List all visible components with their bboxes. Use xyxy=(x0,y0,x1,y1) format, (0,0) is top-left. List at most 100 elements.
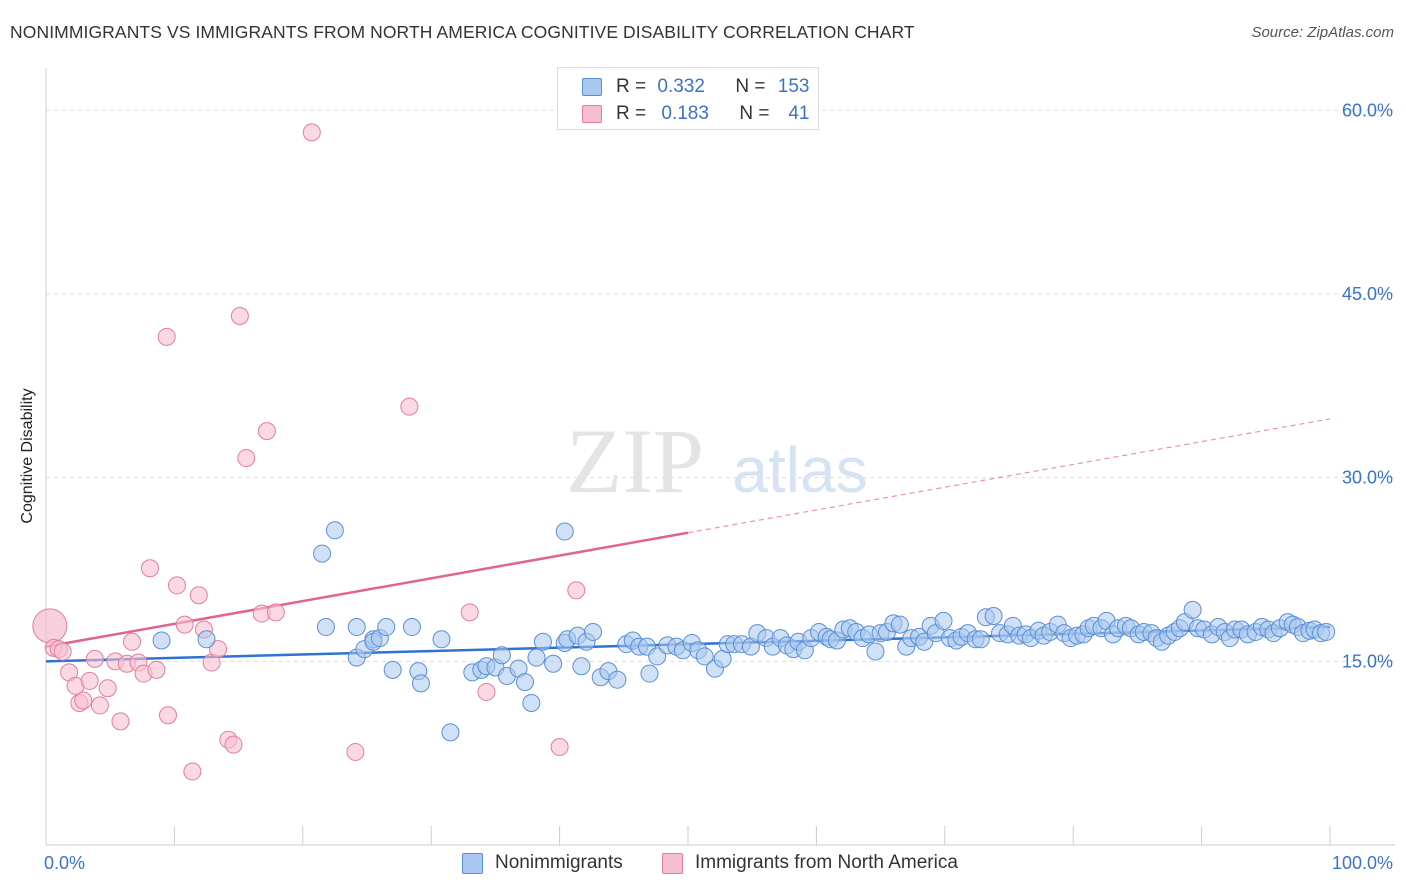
data-point-nonimmigrants xyxy=(197,630,216,649)
data-point-immigrants xyxy=(147,660,166,679)
bottom-legend-swatch-blue xyxy=(462,852,483,874)
data-point-nonimmigrants xyxy=(695,647,714,666)
data-point-immigrants xyxy=(80,671,99,690)
data-point-nonimmigrants xyxy=(1183,600,1202,619)
legend-n-value: 153 xyxy=(777,76,810,97)
bottom-legend-immigrants: Immigrants from North America xyxy=(662,852,958,874)
data-point-nonimmigrants xyxy=(347,618,366,637)
source-label: Source: ZipAtlas.com xyxy=(1251,24,1394,41)
data-point-immigrants xyxy=(567,581,586,600)
data-point-immigrants xyxy=(237,449,256,468)
data-point-immigrants xyxy=(224,735,243,754)
data-point-nonimmigrants xyxy=(402,618,421,637)
data-point-nonimmigrants xyxy=(441,723,460,742)
data-point-immigrants xyxy=(158,706,177,725)
data-point-immigrants xyxy=(157,327,176,346)
legend-swatch-blue xyxy=(582,78,602,96)
data-point-immigrants xyxy=(123,632,142,651)
data-point-nonimmigrants xyxy=(411,674,430,693)
data-point-nonimmigrants xyxy=(866,642,885,661)
y-axis-label: Cognitive Disability xyxy=(19,388,36,524)
data-point-nonimmigrants xyxy=(515,673,534,692)
data-point-nonimmigrants xyxy=(377,618,396,637)
data-point-immigrants xyxy=(53,642,72,661)
data-point-nonimmigrants xyxy=(492,646,511,665)
y-tick-label: 60.0% xyxy=(1342,100,1393,120)
y-tick-label: 45.0% xyxy=(1342,284,1393,304)
data-point-nonimmigrants xyxy=(316,618,335,637)
data-point-immigrants xyxy=(230,307,249,326)
data-point-nonimmigrants xyxy=(890,615,909,634)
data-point-immigrants xyxy=(257,422,276,441)
data-point-immigrants xyxy=(167,576,186,595)
bottom-legend-label: Nonimmigrants xyxy=(495,852,623,873)
correlation-legend: R = 0.332 N = 153 R = 0.183 N = 41 xyxy=(557,67,819,130)
chart-title: NONIMMIGRANTS VS IMMIGRANTS FROM NORTH A… xyxy=(10,22,915,42)
x-tick-label-min: 0.0% xyxy=(44,853,85,873)
trend-line-immigrants xyxy=(45,531,689,648)
data-point-immigrants xyxy=(346,742,365,761)
data-point-immigrants xyxy=(460,603,479,622)
data-point-immigrants xyxy=(98,679,117,698)
data-point-immigrants xyxy=(183,762,202,781)
legend-n-label: N = xyxy=(735,76,766,97)
data-point-immigrants xyxy=(209,640,228,659)
data-point-nonimmigrants xyxy=(313,544,332,563)
y-tick-label: 15.0% xyxy=(1342,651,1393,671)
bottom-legend-nonimmigrants: Nonimmigrants xyxy=(462,852,623,874)
data-point-immigrants xyxy=(266,603,285,622)
data-point-nonimmigrants xyxy=(555,522,574,541)
data-point-nonimmigrants xyxy=(1317,622,1336,641)
data-point-immigrants xyxy=(74,691,93,710)
data-point-nonimmigrants xyxy=(608,670,627,689)
legend-r-label: R = xyxy=(616,76,647,97)
data-point-nonimmigrants xyxy=(152,631,171,650)
legend-row-nonimmigrants: R = 0.332 N = 153 xyxy=(582,75,810,99)
data-point-immigrants-cluster xyxy=(32,608,68,644)
data-point-immigrants xyxy=(550,738,569,757)
data-point-nonimmigrants xyxy=(583,622,602,641)
data-point-nonimmigrants xyxy=(984,607,1003,626)
data-point-immigrants xyxy=(111,712,130,731)
legend-n-value: 41 xyxy=(788,103,810,124)
y-tick-label: 30.0% xyxy=(1342,468,1393,488)
bottom-legend-label: Immigrants from North America xyxy=(695,852,958,873)
data-point-nonimmigrants xyxy=(533,632,552,651)
legend-r-value: 0.332 xyxy=(657,76,705,97)
data-point-nonimmigrants xyxy=(648,647,667,666)
data-point-nonimmigrants xyxy=(572,657,591,676)
series-immigrants-points xyxy=(32,123,586,781)
data-point-nonimmigrants xyxy=(325,521,344,540)
legend-n-label: N = xyxy=(739,103,770,124)
data-point-nonimmigrants xyxy=(934,611,953,630)
data-point-nonimmigrants xyxy=(544,654,563,673)
legend-r-label: R = xyxy=(616,103,647,124)
data-point-immigrants xyxy=(302,123,321,142)
watermark-atlas: atlas xyxy=(732,434,867,506)
data-point-immigrants xyxy=(90,696,109,715)
data-point-nonimmigrants xyxy=(383,660,402,679)
data-point-immigrants xyxy=(477,682,496,701)
data-point-immigrants xyxy=(400,397,419,416)
series-nonimmigrants-points xyxy=(152,521,1336,742)
data-point-immigrants xyxy=(141,559,160,578)
data-point-nonimmigrants xyxy=(432,630,451,649)
grid-lines xyxy=(46,109,1395,662)
watermark-zip: ZIP xyxy=(566,410,704,512)
data-point-nonimmigrants xyxy=(971,630,990,649)
bottom-legend-swatch-pink xyxy=(662,852,683,874)
data-point-nonimmigrants xyxy=(640,664,659,683)
trend-line-immigrants-extended xyxy=(687,418,1331,534)
data-point-immigrants xyxy=(189,586,208,605)
data-point-nonimmigrants xyxy=(527,648,546,667)
legend-row-immigrants: R = 0.183 N = 41 xyxy=(582,102,810,126)
x-tick-label-max: 100.0% xyxy=(1332,853,1393,873)
tick-labels: 15.0% 30.0% 45.0% 60.0% 0.0% 100.0% xyxy=(44,100,1393,873)
data-point-nonimmigrants xyxy=(522,693,541,712)
data-point-immigrants xyxy=(85,649,104,668)
data-point-immigrants xyxy=(175,615,194,634)
legend-r-value: 0.183 xyxy=(661,103,709,124)
axes xyxy=(45,68,1395,846)
legend-swatch-pink xyxy=(582,105,602,123)
